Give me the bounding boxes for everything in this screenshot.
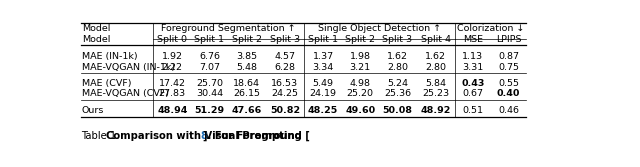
Text: 3.85: 3.85 (236, 52, 257, 61)
Text: 0.55: 0.55 (498, 79, 519, 88)
Text: MAE-VQGAN (CVF): MAE-VQGAN (CVF) (82, 90, 169, 99)
Text: 49.60: 49.60 (345, 106, 375, 115)
Text: 30.44: 30.44 (196, 90, 223, 99)
Text: Model: Model (82, 24, 110, 33)
Text: MSE: MSE (463, 35, 483, 44)
Text: 5.24: 5.24 (387, 79, 408, 88)
Text: 6.28: 6.28 (275, 62, 295, 71)
Text: 8: 8 (200, 131, 207, 141)
Text: 3.21: 3.21 (349, 62, 371, 71)
Text: Split 1: Split 1 (195, 35, 225, 44)
Text: Split 3: Split 3 (270, 35, 300, 44)
Text: Single Object Detection ↑: Single Object Detection ↑ (318, 24, 441, 33)
Text: 0.87: 0.87 (498, 52, 519, 61)
Text: 17.42: 17.42 (159, 79, 186, 88)
Text: 5.48: 5.48 (236, 62, 257, 71)
Text: 27.83: 27.83 (159, 90, 186, 99)
Text: 1.37: 1.37 (312, 52, 333, 61)
Text: 50.08: 50.08 (383, 106, 412, 115)
Text: 25.23: 25.23 (422, 90, 449, 99)
Text: 1.98: 1.98 (349, 52, 371, 61)
Text: 0.43: 0.43 (461, 79, 484, 88)
Text: 0.40: 0.40 (497, 90, 520, 99)
Text: 26.15: 26.15 (233, 90, 260, 99)
Text: 48.25: 48.25 (308, 106, 338, 115)
Text: 1.62: 1.62 (387, 52, 408, 61)
Text: 1.62: 1.62 (425, 52, 446, 61)
Text: 50.82: 50.82 (270, 106, 300, 115)
Text: 47.66: 47.66 (232, 106, 262, 115)
Text: 2.80: 2.80 (387, 62, 408, 71)
Text: 5.49: 5.49 (312, 79, 333, 88)
Text: LPIPS: LPIPS (496, 35, 522, 44)
Text: 4.57: 4.57 (275, 52, 295, 61)
Text: MAE (CVF): MAE (CVF) (82, 79, 131, 88)
Text: 5.84: 5.84 (425, 79, 446, 88)
Text: 18.64: 18.64 (233, 79, 260, 88)
Text: 24.25: 24.25 (271, 90, 298, 99)
Text: Split 3: Split 3 (382, 35, 413, 44)
Text: 25.36: 25.36 (384, 90, 411, 99)
Text: 16.53: 16.53 (271, 79, 298, 88)
Text: 51.29: 51.29 (195, 106, 225, 115)
Text: 48.92: 48.92 (420, 106, 451, 115)
Text: 3.34: 3.34 (312, 62, 333, 71)
Text: 0.51: 0.51 (462, 106, 483, 115)
Text: 0.67: 0.67 (462, 90, 483, 99)
Text: Comparison with Visual Prompting [: Comparison with Visual Prompting [ (106, 130, 310, 141)
Text: Split 2: Split 2 (232, 35, 262, 44)
Text: Split 4: Split 4 (420, 35, 451, 44)
Text: 25.20: 25.20 (347, 90, 374, 99)
Text: MAE (IN-1k): MAE (IN-1k) (82, 52, 138, 61)
Text: 2.22: 2.22 (162, 62, 183, 71)
Text: 1.13: 1.13 (462, 52, 483, 61)
Text: 3.31: 3.31 (462, 62, 483, 71)
Text: ]. For Foreground: ]. For Foreground (203, 130, 301, 141)
Text: 6.76: 6.76 (199, 52, 220, 61)
Text: Foreground Segmentation ↑: Foreground Segmentation ↑ (161, 24, 296, 33)
Text: Split 2: Split 2 (345, 35, 375, 44)
Text: Split 1: Split 1 (308, 35, 338, 44)
Text: 0.46: 0.46 (498, 106, 519, 115)
Text: 25.70: 25.70 (196, 79, 223, 88)
Text: Ours: Ours (82, 106, 104, 115)
Text: Model: Model (82, 35, 110, 44)
Text: Colorization ↓: Colorization ↓ (457, 24, 524, 33)
Text: 48.94: 48.94 (157, 106, 188, 115)
Text: 1.92: 1.92 (162, 52, 183, 61)
Text: Table 1.: Table 1. (81, 131, 123, 141)
Text: 0.75: 0.75 (498, 62, 519, 71)
Text: 7.07: 7.07 (199, 62, 220, 71)
Text: 2.80: 2.80 (425, 62, 446, 71)
Text: 24.19: 24.19 (310, 90, 337, 99)
Text: Split 0: Split 0 (157, 35, 188, 44)
Text: 4.98: 4.98 (349, 79, 371, 88)
Text: MAE-VQGAN (IN-1k): MAE-VQGAN (IN-1k) (82, 62, 175, 71)
